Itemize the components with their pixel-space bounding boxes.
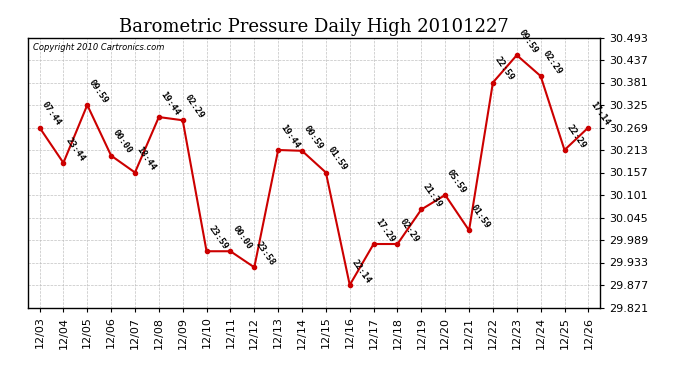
Text: 02:29: 02:29 — [541, 49, 564, 76]
Text: 00:00: 00:00 — [111, 129, 134, 156]
Text: 09:59: 09:59 — [87, 78, 110, 105]
Text: 23:44: 23:44 — [63, 136, 86, 163]
Text: 22:29: 22:29 — [564, 123, 587, 150]
Text: 19:44: 19:44 — [278, 123, 301, 150]
Text: 17:29: 17:29 — [373, 217, 396, 244]
Text: 00:59: 00:59 — [302, 124, 325, 151]
Text: 22:59: 22:59 — [493, 56, 515, 82]
Text: 18:44: 18:44 — [135, 146, 158, 172]
Text: 00:00: 00:00 — [230, 224, 253, 251]
Text: 17:14: 17:14 — [589, 100, 611, 128]
Text: Copyright 2010 Cartronics.com: Copyright 2010 Cartronics.com — [33, 43, 165, 52]
Title: Barometric Pressure Daily High 20101227: Barometric Pressure Daily High 20101227 — [119, 18, 509, 36]
Text: 22:14: 22:14 — [350, 258, 373, 285]
Text: 21:39: 21:39 — [422, 182, 444, 210]
Text: 05:59: 05:59 — [445, 168, 468, 195]
Text: 23:58: 23:58 — [255, 240, 277, 267]
Text: 19:44: 19:44 — [159, 90, 181, 117]
Text: 23:59: 23:59 — [206, 224, 229, 251]
Text: 09:59: 09:59 — [517, 28, 540, 55]
Text: 02:29: 02:29 — [183, 93, 206, 120]
Text: 02:29: 02:29 — [397, 217, 420, 244]
Text: 01:59: 01:59 — [326, 146, 348, 172]
Text: 01:59: 01:59 — [469, 203, 492, 230]
Text: 07:44: 07:44 — [39, 100, 62, 128]
